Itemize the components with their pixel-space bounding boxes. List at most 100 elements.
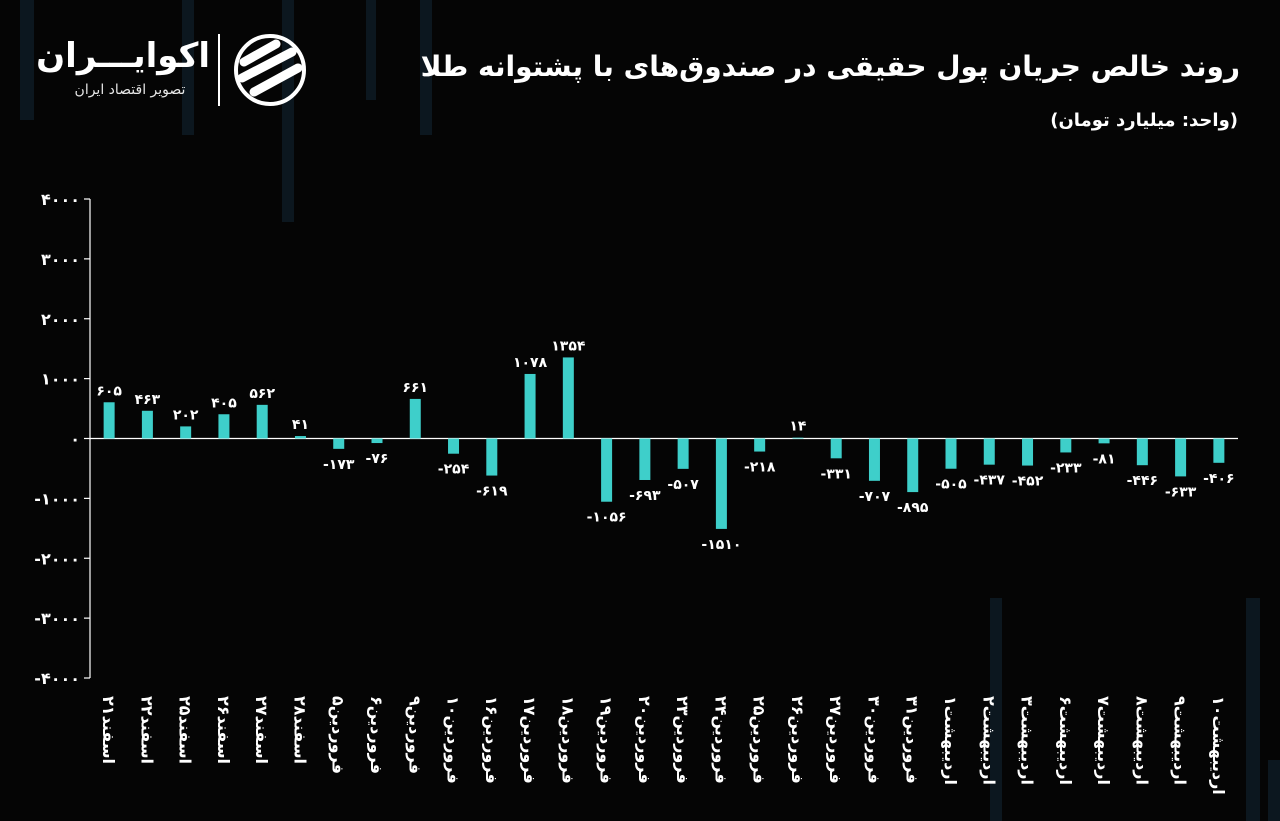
x-tick-label: فروردین۶ [367, 696, 386, 774]
bar [371, 438, 383, 444]
brand-logo: اکوایـــران تصویر اقتصاد ایران [36, 32, 320, 112]
data-label: -۴۳۷ [974, 473, 1006, 489]
brand-name: اکوایـــران [36, 36, 210, 76]
bar [1022, 438, 1034, 466]
y-tick-label: -۲۰۰۰ [34, 549, 80, 568]
x-tick-label: اسفند۲۸ [290, 696, 309, 764]
bar [945, 438, 957, 469]
x-tick-label: فروردین۱۹ [597, 696, 616, 784]
y-tick-label: ۳۰۰۰ [41, 250, 80, 269]
data-label: -۵۰۷ [667, 477, 699, 493]
bar [180, 426, 192, 439]
data-label: -۴۰۶ [1203, 471, 1234, 487]
data-label: -۱۰۵۶ [587, 510, 627, 526]
bar [448, 438, 460, 454]
bar [983, 438, 995, 465]
x-tick-label: فروردین۱۸ [558, 696, 577, 784]
x-tick-label: فروردین۲۶ [788, 696, 807, 784]
data-label: -۴۵۲ [1012, 474, 1044, 490]
data-label: -۲۱۸ [744, 460, 776, 476]
data-label: -۸۹۵ [897, 500, 929, 516]
background-decoration [990, 598, 1002, 821]
y-tick-label: -۳۰۰۰ [34, 609, 80, 628]
x-tick-label: اسفند۲۵ [176, 696, 195, 764]
bar [333, 438, 345, 449]
x-tick-label: اردیبهشت۹ [1171, 696, 1190, 785]
bar [792, 437, 804, 439]
x-tick-label: فروردین۵ [329, 696, 348, 774]
chart-title: روند خالص جریان پول حقیقی در صندوق‌های ب… [420, 50, 1240, 83]
bar [1060, 438, 1072, 453]
bar [830, 438, 842, 459]
x-tick-label: فروردین۲۷ [826, 696, 845, 784]
bar [1136, 438, 1148, 466]
data-label: ۴۱ [292, 417, 309, 433]
data-label: ۴۰۵ [211, 395, 237, 411]
data-label: ۵۶۲ [249, 386, 275, 402]
x-tick-label: اردیبهشت۱۰ [1209, 696, 1228, 795]
data-label: ۱۴ [789, 419, 807, 435]
data-label: -۶۹۳ [629, 488, 661, 504]
header: روند خالص جریان پول حقیقی در صندوق‌های ب… [0, 0, 1280, 150]
bar [294, 436, 306, 439]
data-label: -۱۵۱۰ [701, 537, 741, 553]
logo-divider [218, 34, 220, 106]
bar [141, 410, 153, 439]
data-label: -۶۳۳ [1165, 484, 1197, 500]
bar [639, 438, 651, 480]
background-decoration [1246, 598, 1260, 821]
data-label: ۶۶۱ [402, 380, 428, 396]
data-label: ۲۰۲ [173, 407, 199, 423]
x-tick-label: فروردین۲۳ [673, 696, 692, 784]
bar [256, 404, 268, 439]
x-tick-label: فروردین۲۵ [750, 696, 769, 784]
data-label: -۷۶ [366, 451, 389, 467]
y-tick-label: ۲۰۰۰ [41, 310, 80, 329]
data-label: -۲۵۴ [438, 462, 470, 478]
data-label: -۳۳۱ [820, 466, 851, 482]
x-tick-label: اسفند۲۷ [252, 696, 271, 764]
background-decoration [182, 0, 194, 135]
y-tick-label: -۱۰۰۰ [34, 489, 80, 508]
bar [103, 402, 115, 439]
y-tick-label: ۰ [70, 430, 80, 449]
y-tick-label: ۴۰۰۰ [41, 190, 80, 209]
y-tick-label: ۱۰۰۰ [41, 370, 80, 389]
x-tick-label: اردیبهشت۷ [1094, 696, 1113, 785]
background-decoration [366, 0, 376, 100]
x-tick-label: اردیبهشت۸ [1132, 696, 1151, 785]
data-label: ۴۶۳ [135, 392, 161, 408]
brand-mark-icon [234, 34, 306, 106]
bar [601, 438, 613, 502]
data-label: -۲۳۳ [1050, 460, 1082, 476]
bar [1098, 438, 1110, 444]
bar [715, 438, 727, 529]
background-decoration [20, 0, 34, 120]
background-decoration [420, 0, 432, 135]
data-label: ۱۳۵۴ [551, 338, 586, 354]
background-decoration [1268, 760, 1280, 821]
x-tick-label: اردیبهشت۱ [941, 696, 960, 785]
data-label: ۱۰۷۸ [513, 355, 548, 371]
x-tick-label: فروردین۲۰ [635, 696, 654, 784]
unit-label: (واحد: میلیارد تومان) [1050, 110, 1238, 131]
x-tick-label: فروردین۳۱ [903, 696, 922, 784]
x-tick-label: فروردین۲۴ [711, 696, 730, 784]
y-tick-label: -۴۰۰۰ [34, 669, 80, 688]
x-tick-label: فروردین۹ [405, 696, 424, 774]
bar [218, 414, 230, 439]
bar [1175, 438, 1187, 477]
bar [486, 438, 498, 476]
brand-tagline: تصویر اقتصاد ایران [74, 82, 186, 98]
data-label: -۱۷۳ [323, 457, 355, 473]
bar [907, 438, 919, 493]
data-label: -۴۴۶ [1127, 473, 1158, 489]
x-tick-label: اسفند۲۲ [137, 696, 156, 764]
bar [868, 438, 880, 481]
bar [677, 438, 689, 469]
bar [524, 373, 536, 439]
bar [562, 357, 574, 439]
bar [1213, 438, 1225, 463]
x-tick-label: اردیبهشت۳ [1018, 696, 1037, 785]
data-label: -۷۰۷ [859, 489, 891, 505]
